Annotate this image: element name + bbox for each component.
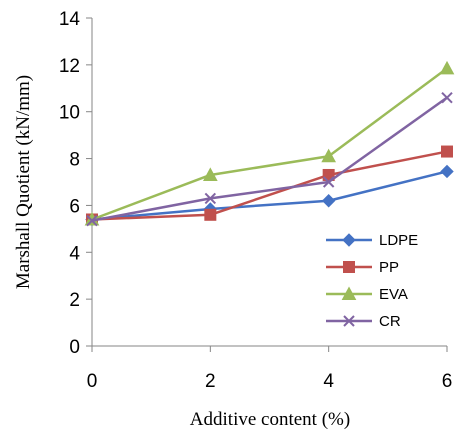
x-tick-label: 6 bbox=[442, 371, 453, 392]
y-tick-label: 8 bbox=[69, 150, 80, 171]
legend-item-ldpe: LDPE bbox=[326, 232, 418, 249]
legend-label-eva: EVA bbox=[379, 286, 408, 303]
data-point-ldpe bbox=[440, 164, 454, 179]
data-point-cr bbox=[441, 91, 453, 104]
y-tick-label: 14 bbox=[59, 9, 81, 30]
series-pp bbox=[86, 145, 453, 226]
data-point-eva bbox=[439, 60, 455, 75]
data-point-eva bbox=[321, 148, 337, 163]
legend-marker-pp bbox=[343, 261, 355, 273]
data-point-cr bbox=[204, 192, 217, 205]
legend-item-cr: CR bbox=[326, 313, 401, 330]
legend-item-eva: EVA bbox=[326, 286, 408, 303]
y-tick-label: 6 bbox=[69, 196, 80, 217]
data-point-cr bbox=[86, 214, 98, 227]
x-tick-label: 2 bbox=[205, 371, 216, 392]
y-tick-label: 2 bbox=[69, 290, 80, 311]
y-tick-label: 0 bbox=[69, 337, 80, 358]
series-eva bbox=[84, 60, 455, 226]
y-tick-label: 12 bbox=[59, 56, 80, 77]
x-ticks: 0 2 4 6 bbox=[87, 346, 453, 392]
data-point-pp bbox=[441, 145, 453, 158]
data-point-cr bbox=[322, 176, 335, 188]
y-axis-title: Marshall Quotient (kN/mm) bbox=[13, 75, 34, 289]
data-point-eva bbox=[202, 167, 218, 181]
legend-marker-cr bbox=[343, 315, 355, 327]
legend-item-pp: PP bbox=[326, 259, 399, 276]
series-layer bbox=[84, 60, 455, 227]
x-tick-label: 4 bbox=[323, 371, 334, 392]
series-line-ldpe bbox=[91, 170, 448, 221]
legend-marker-eva bbox=[341, 286, 357, 300]
legend-label-pp: PP bbox=[379, 259, 399, 276]
legend: LDPE PP EVA CR bbox=[326, 232, 418, 330]
y-ticks: 0 2 4 6 8 10 12 14 bbox=[59, 9, 92, 358]
series-cr bbox=[86, 91, 453, 227]
x-tick-label: 0 bbox=[87, 371, 98, 392]
legend-label-ldpe: LDPE bbox=[379, 232, 418, 249]
data-point-ldpe bbox=[321, 194, 336, 208]
legend-marker-ldpe bbox=[342, 233, 356, 247]
data-point-pp bbox=[204, 208, 217, 221]
axes bbox=[91, 18, 447, 347]
series-line-cr bbox=[91, 96, 448, 222]
y-tick-label: 10 bbox=[59, 103, 80, 124]
y-tick-label: 4 bbox=[69, 243, 80, 264]
series-line-eva bbox=[91, 67, 448, 221]
series-line-pp bbox=[91, 150, 448, 221]
legend-label-cr: CR bbox=[379, 313, 401, 330]
x-axis-title: Additive content (%) bbox=[190, 409, 350, 430]
